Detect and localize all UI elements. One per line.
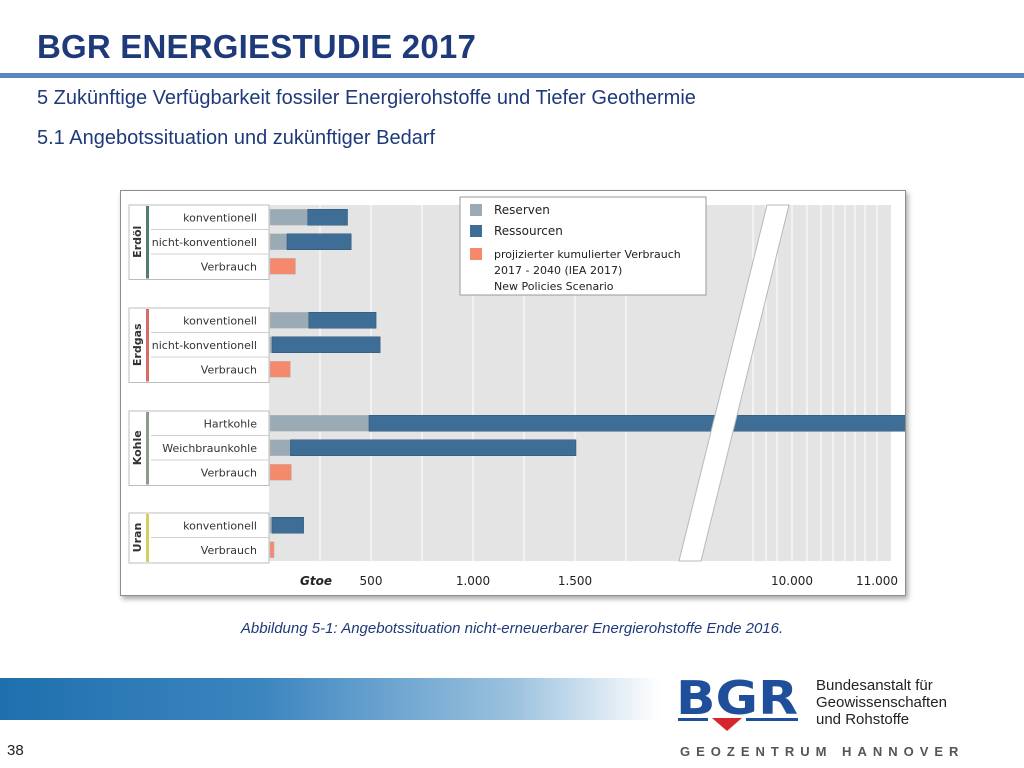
- bar-verbrauch: [269, 258, 296, 275]
- group-name-erdöl: Erdöl: [131, 226, 144, 258]
- footer-gradient-band: [0, 678, 660, 720]
- row-label: Weichbraunkohle: [162, 442, 257, 455]
- legend-swatch-reserven: [470, 204, 482, 216]
- row-label: Verbrauch: [201, 466, 257, 479]
- row-label: Verbrauch: [201, 260, 257, 273]
- row-label: konventionell: [183, 211, 257, 224]
- x-tick-label: 500: [360, 574, 383, 588]
- group-label-box: [128, 410, 270, 486]
- institution-line-3: und Rohstoffe: [816, 711, 910, 728]
- bar-reserven: [269, 336, 273, 353]
- energy-chart: Erdöl konventionell nicht-konventionell Ver…: [128, 196, 1024, 588]
- bar-ressourcen: [271, 336, 381, 353]
- logo-red-triangle: [712, 718, 742, 731]
- bar-ressourcen: [286, 233, 352, 250]
- legend-swatch-ressourcen: [470, 225, 482, 237]
- group-name-uran: Uran: [131, 523, 144, 553]
- bar-verbrauch: [269, 361, 291, 378]
- subsection-heading: 5.1 Angebotssituation und zukünftiger Be…: [37, 127, 436, 149]
- bar-reserven: [269, 209, 308, 226]
- bar-ressourcen: [307, 209, 348, 226]
- row-label: nicht-konventionell: [152, 236, 257, 249]
- group-label-box: [128, 307, 270, 383]
- row-label: Verbrauch: [201, 363, 257, 376]
- row-label: Verbrauch: [201, 544, 257, 557]
- bar-ressourcen: [290, 439, 577, 456]
- bgr-logo-text: BGR: [676, 676, 798, 725]
- legend-label-verbrauch: 2017 - 2040 (IEA 2017): [494, 264, 622, 277]
- row-label: nicht-konventionell: [152, 339, 257, 352]
- logo-underline: [678, 718, 708, 721]
- x-tick-label: 11.000: [856, 574, 898, 588]
- legend-label-verbrauch: projizierter kumulierter Verbrauch: [494, 248, 681, 261]
- group-color-strip: [146, 412, 149, 485]
- group-color-strip: [146, 514, 149, 562]
- row-label: konventionell: [183, 314, 257, 327]
- bar-reserven: [269, 439, 291, 456]
- group-name-erdgas: Erdgas: [131, 323, 144, 366]
- bar-verbrauch: [269, 541, 275, 558]
- axis-break: [678, 204, 790, 562]
- group-color-strip: [146, 206, 149, 279]
- legend-label-verbrauch: New Policies Scenario: [494, 280, 614, 293]
- bar-verbrauch: [269, 464, 292, 481]
- title-rule: [0, 73, 1024, 78]
- legend-box: [459, 196, 707, 296]
- figure-caption: Abbildung 5-1: Angebotssituation nicht-e…: [240, 620, 784, 637]
- x-unit-label: Gtoe: [300, 574, 332, 588]
- logo-underline-right: [746, 718, 798, 721]
- institution-line-1: Bundesanstalt für: [816, 677, 933, 694]
- x-tick-label: 1.500: [558, 574, 592, 588]
- section-heading: 5 Zukünftige Verfügbarkeit fossiler Ener…: [37, 87, 696, 109]
- group-color-strip: [146, 309, 149, 382]
- geozentrum-label: GEOZENTRUM HANNOVER: [680, 744, 965, 759]
- bar-reserven: [269, 233, 288, 250]
- bar-reserven: [269, 517, 273, 534]
- page-number: 38: [7, 742, 24, 759]
- bar-reserven: [269, 312, 310, 329]
- bgr-logo: BGR: [676, 676, 798, 731]
- x-tick-label: 1.000: [456, 574, 490, 588]
- institution-line-2: Geowissenschaften: [816, 694, 947, 711]
- chart-figure: Erdöl konventionell nicht-konventionell Ver…: [120, 190, 1024, 596]
- row-label: konventionell: [183, 519, 257, 532]
- bar-ressourcen: [271, 517, 304, 534]
- legend-label-ressourcen: Ressourcen: [494, 224, 563, 238]
- x-tick-label: 10.000: [771, 574, 813, 588]
- group-label-box: [128, 204, 270, 280]
- bar-ressourcen: [368, 415, 1024, 432]
- legend-label-reserven: Reserven: [494, 203, 550, 217]
- row-label: Hartkohle: [204, 417, 258, 430]
- bar-ressourcen: [308, 312, 377, 329]
- bar-reserven: [269, 415, 370, 432]
- group-name-kohle: Kohle: [131, 430, 144, 465]
- legend-swatch-verbrauch: [470, 248, 482, 260]
- slide-title: BGR ENERGIESTUDIE 2017: [37, 28, 477, 65]
